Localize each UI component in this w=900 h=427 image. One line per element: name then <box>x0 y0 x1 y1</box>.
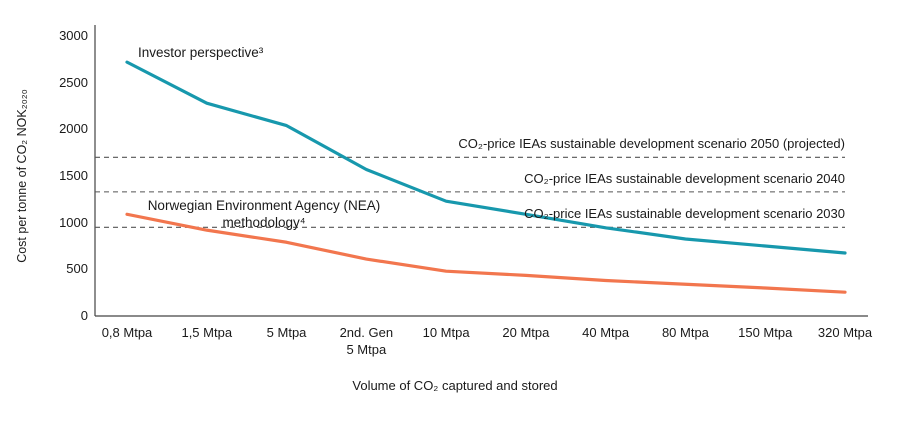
y-axis-title: Cost per tonne of CO₂ NOK₂₀₂₀ <box>15 89 29 263</box>
series-line-0 <box>125 60 847 255</box>
series-line-1 <box>125 212 847 294</box>
x-axis-title: Volume of CO₂ captured and stored <box>352 378 558 393</box>
